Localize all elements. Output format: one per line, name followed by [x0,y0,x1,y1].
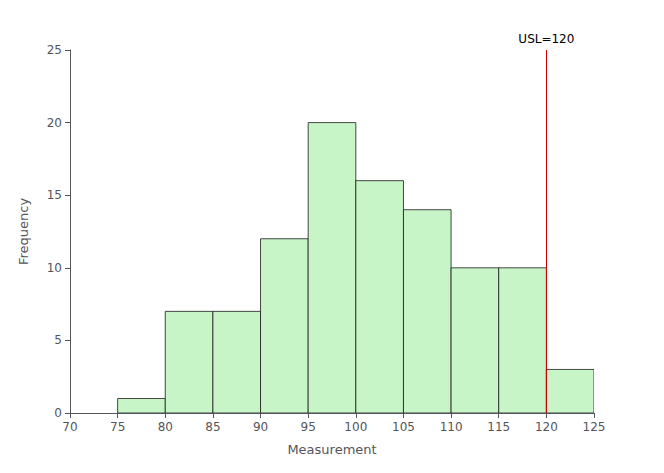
svg-text:85: 85 [205,420,220,434]
svg-text:110: 110 [440,420,463,434]
svg-text:20: 20 [47,116,62,130]
svg-text:100: 100 [344,420,367,434]
svg-text:105: 105 [392,420,415,434]
svg-text:125: 125 [583,420,606,434]
svg-text:95: 95 [301,420,316,434]
svg-text:120: 120 [535,420,558,434]
svg-text:5: 5 [54,333,62,347]
svg-text:25: 25 [47,43,62,57]
svg-text:80: 80 [158,420,173,434]
svg-text:USL=120: USL=120 [518,32,574,46]
svg-text:115: 115 [487,420,510,434]
svg-text:Frequency: Frequency [16,198,31,265]
svg-text:0: 0 [54,406,62,420]
svg-text:70: 70 [62,420,77,434]
svg-text:75: 75 [110,420,125,434]
svg-text:10: 10 [47,261,62,275]
svg-text:Measurement: Measurement [287,442,376,457]
svg-text:15: 15 [47,188,62,202]
svg-text:90: 90 [253,420,268,434]
